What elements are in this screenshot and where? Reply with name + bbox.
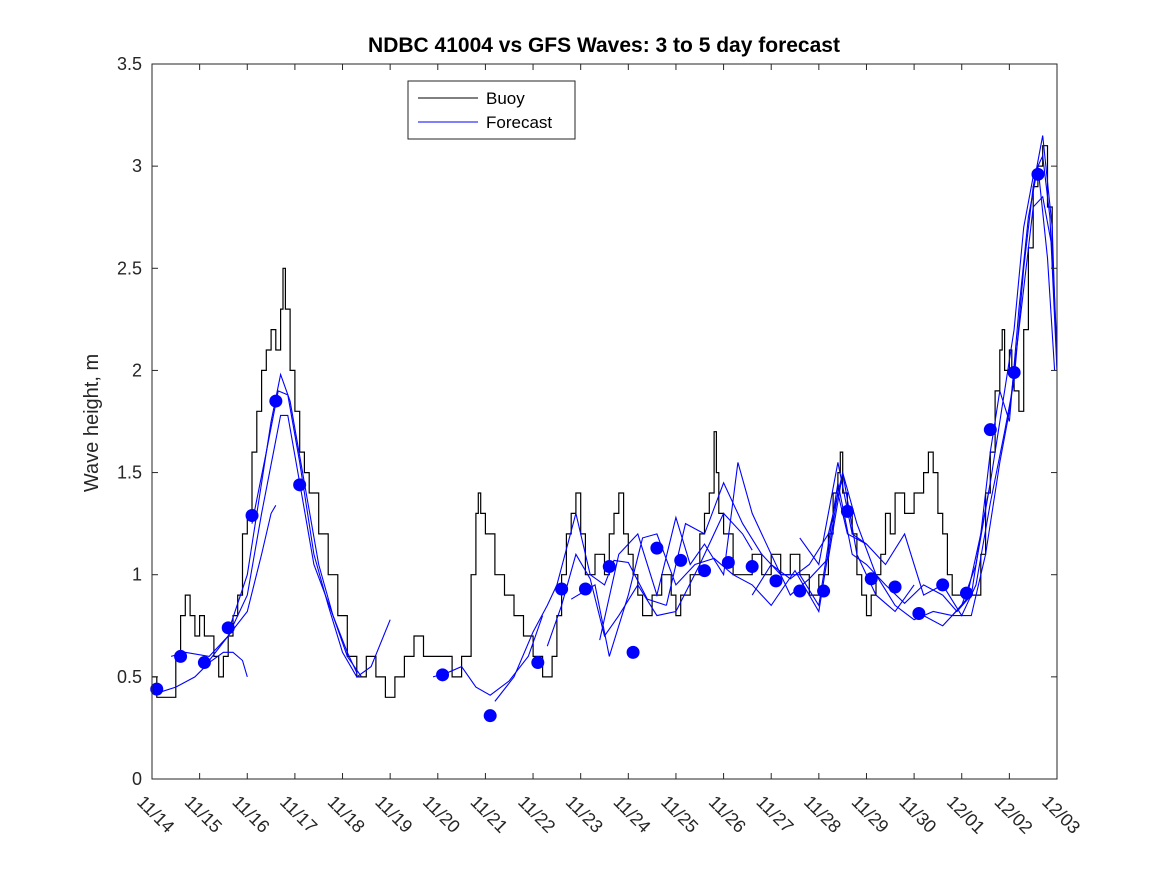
forecast-point: [745, 560, 759, 574]
forecast-series-line-11: [665, 481, 991, 613]
y-tick-label: 2: [132, 360, 142, 380]
forecast-point: [436, 668, 450, 682]
forecast-point: [1031, 167, 1045, 181]
x-tick-label: 11/16: [228, 792, 273, 837]
y-tick-label: 0: [132, 769, 142, 789]
forecast-point: [555, 582, 569, 596]
forecast-series-line-7: [494, 513, 667, 702]
x-tick-label: 11/28: [800, 792, 845, 837]
x-tick-label: 11/30: [895, 792, 940, 837]
forecast-point: [650, 541, 664, 555]
forecast-point: [197, 656, 211, 670]
x-tick-label: 11/25: [657, 792, 702, 837]
plot-area: 00.511.522.533.511/14 11/15 11/16 11/17 11/1…: [117, 54, 1084, 838]
legend-buoy-label: Buoy: [486, 89, 525, 108]
x-tick-label: 11/17: [276, 792, 321, 837]
plot-frame: [151, 63, 1058, 780]
x-tick-label: 11/18: [324, 792, 369, 837]
forecast-point: [150, 682, 164, 696]
chart-title: NDBC 41004 vs GFS Waves: 3 to 5 day fore…: [368, 34, 840, 57]
forecast-point: [245, 508, 259, 522]
x-tick-label: 11/14: [133, 792, 178, 837]
buoy-series-line: [152, 145, 1053, 698]
forecast-point: [698, 564, 712, 578]
forecast-series-line-6: [432, 615, 544, 696]
forecast-series-line-10: [599, 462, 915, 641]
forecast-point: [221, 621, 235, 635]
forecast-point: [293, 478, 307, 492]
forecast-point: [531, 656, 545, 670]
forecast-point: [888, 580, 902, 594]
forecast-point: [626, 645, 640, 659]
forecast-series-line-8: [546, 512, 753, 647]
x-tick-label: 11/21: [467, 792, 512, 837]
forecast-point: [602, 560, 616, 574]
forecast-point: [817, 584, 831, 598]
forecast-point: [721, 555, 735, 569]
forecast-series-line-15: [951, 165, 1056, 616]
forecast-series-line-13: [799, 135, 1058, 617]
forecast-series-line-5: [251, 390, 391, 678]
y-tick-label: 2.5: [117, 258, 142, 278]
y-tick-label: 0.5: [117, 667, 142, 687]
forecast-point: [840, 504, 854, 518]
x-tick-label: 11/23: [562, 792, 607, 837]
y-tick-label: 1.5: [117, 463, 142, 483]
forecast-series-line-9: [570, 492, 867, 657]
x-tick-label: 11/26: [705, 792, 750, 837]
legend-box: [407, 80, 576, 140]
forecast-point: [769, 574, 783, 588]
forecast-point: [269, 394, 283, 408]
forecast-point: [864, 572, 878, 586]
forecast-point: [674, 553, 688, 567]
forecast-point: [936, 578, 950, 592]
forecast-point: [960, 586, 973, 600]
forecast-point: [578, 582, 592, 596]
x-tick-label: 12/02: [991, 792, 1037, 838]
y-tick-label: 3: [132, 156, 142, 176]
y-tick-label: 3.5: [117, 54, 142, 74]
forecast-series-line-12: [751, 195, 1058, 621]
legend: Buoy Forecast: [407, 80, 576, 140]
forecast-point: [1007, 365, 1021, 379]
x-tick-label: 12/01: [943, 792, 989, 838]
x-tick-label: 11/15: [181, 792, 226, 837]
y-tick-label: 1: [132, 565, 142, 585]
x-tick-label: 12/03: [1038, 792, 1084, 838]
forecast-series-line-1: [156, 651, 248, 694]
forecast-point: [174, 649, 188, 663]
legend-forecast-label: Forecast: [486, 113, 552, 132]
forecast-point: [912, 607, 926, 621]
forecast-series-line-2: [170, 505, 277, 657]
y-axis-label: Wave height, m: [81, 354, 103, 492]
x-tick-label: 11/19: [371, 792, 416, 837]
x-tick-label: 11/24: [609, 792, 654, 837]
x-tick-label: 11/22: [514, 792, 559, 837]
forecast-point: [483, 709, 497, 723]
forecast-point: [983, 423, 997, 437]
x-tick-label: 11/20: [419, 792, 464, 837]
x-tick-label: 11/27: [752, 792, 797, 837]
forecast-point: [793, 584, 807, 598]
x-tick-label: 11/29: [848, 792, 893, 837]
